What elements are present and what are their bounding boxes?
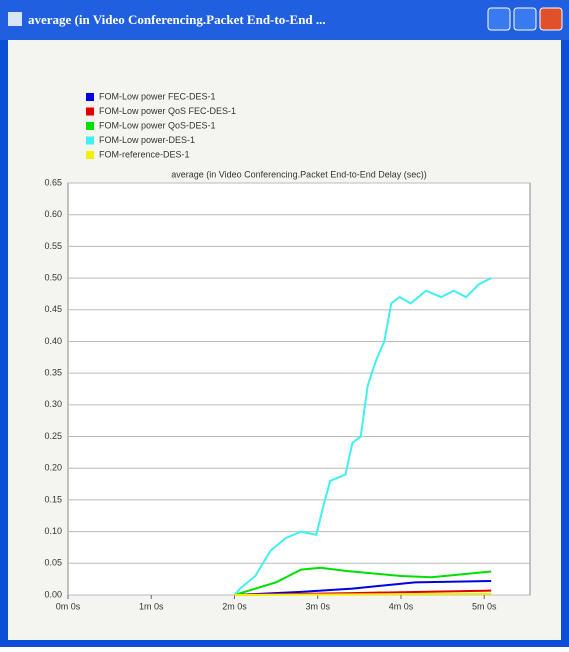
minimize-button[interactable]	[487, 7, 511, 31]
legend-swatch	[86, 93, 94, 101]
y-tick-label: 0.15	[44, 494, 62, 504]
y-tick-label: 0.25	[44, 431, 62, 441]
legend-swatch	[86, 122, 94, 130]
legend-label: FOM-Low power QoS-DES-1	[99, 120, 216, 130]
series-line	[234, 592, 492, 596]
legend-swatch	[86, 136, 94, 145]
legend-label: FOM-reference-DES-1	[99, 149, 190, 159]
y-tick-label: 0.10	[44, 526, 62, 536]
window-icon	[8, 12, 22, 26]
x-tick-label: 4m 0s	[389, 601, 414, 611]
x-tick-label: 5m 0s	[472, 601, 497, 611]
legend-swatch	[86, 151, 94, 159]
y-tick-label: 0.05	[44, 558, 62, 568]
maximize-button[interactable]	[513, 7, 537, 31]
series-line	[234, 580, 492, 596]
legend-swatch	[86, 107, 94, 116]
title-bar	[0, 0, 569, 40]
window-title: average (in Video Conferencing.Packet En…	[28, 12, 326, 27]
series-line	[233, 277, 492, 596]
x-tick-label: 0m 0s	[56, 601, 81, 611]
legend-label: FOM-Low power QoS FEC-DES-1	[99, 106, 236, 116]
chart-title: average (in Video Conferencing.Packet En…	[171, 169, 426, 179]
x-tick-label: 1m 0s	[139, 601, 164, 611]
legend-label: FOM-Low power FEC-DES-1	[99, 91, 216, 101]
y-tick-label: 0.35	[44, 368, 62, 378]
y-tick-label: 0.45	[44, 304, 62, 314]
x-tick-label: 2m 0s	[222, 601, 247, 611]
y-tick-label: 0.00	[44, 589, 62, 599]
legend-label: FOM-Low power-DES-1	[99, 135, 195, 145]
y-tick-label: 0.30	[44, 399, 62, 409]
series-line	[234, 566, 492, 596]
close-button[interactable]	[539, 7, 563, 31]
x-tick-label: 3m 0s	[305, 601, 330, 611]
y-tick-label: 0.50	[44, 272, 62, 282]
y-tick-label: 0.60	[44, 209, 62, 219]
y-tick-label: 0.55	[44, 241, 62, 251]
y-tick-label: 0.65	[44, 177, 62, 187]
y-tick-label: 0.20	[44, 463, 62, 473]
y-tick-label: 0.40	[44, 336, 62, 346]
plot-area	[67, 182, 531, 596]
